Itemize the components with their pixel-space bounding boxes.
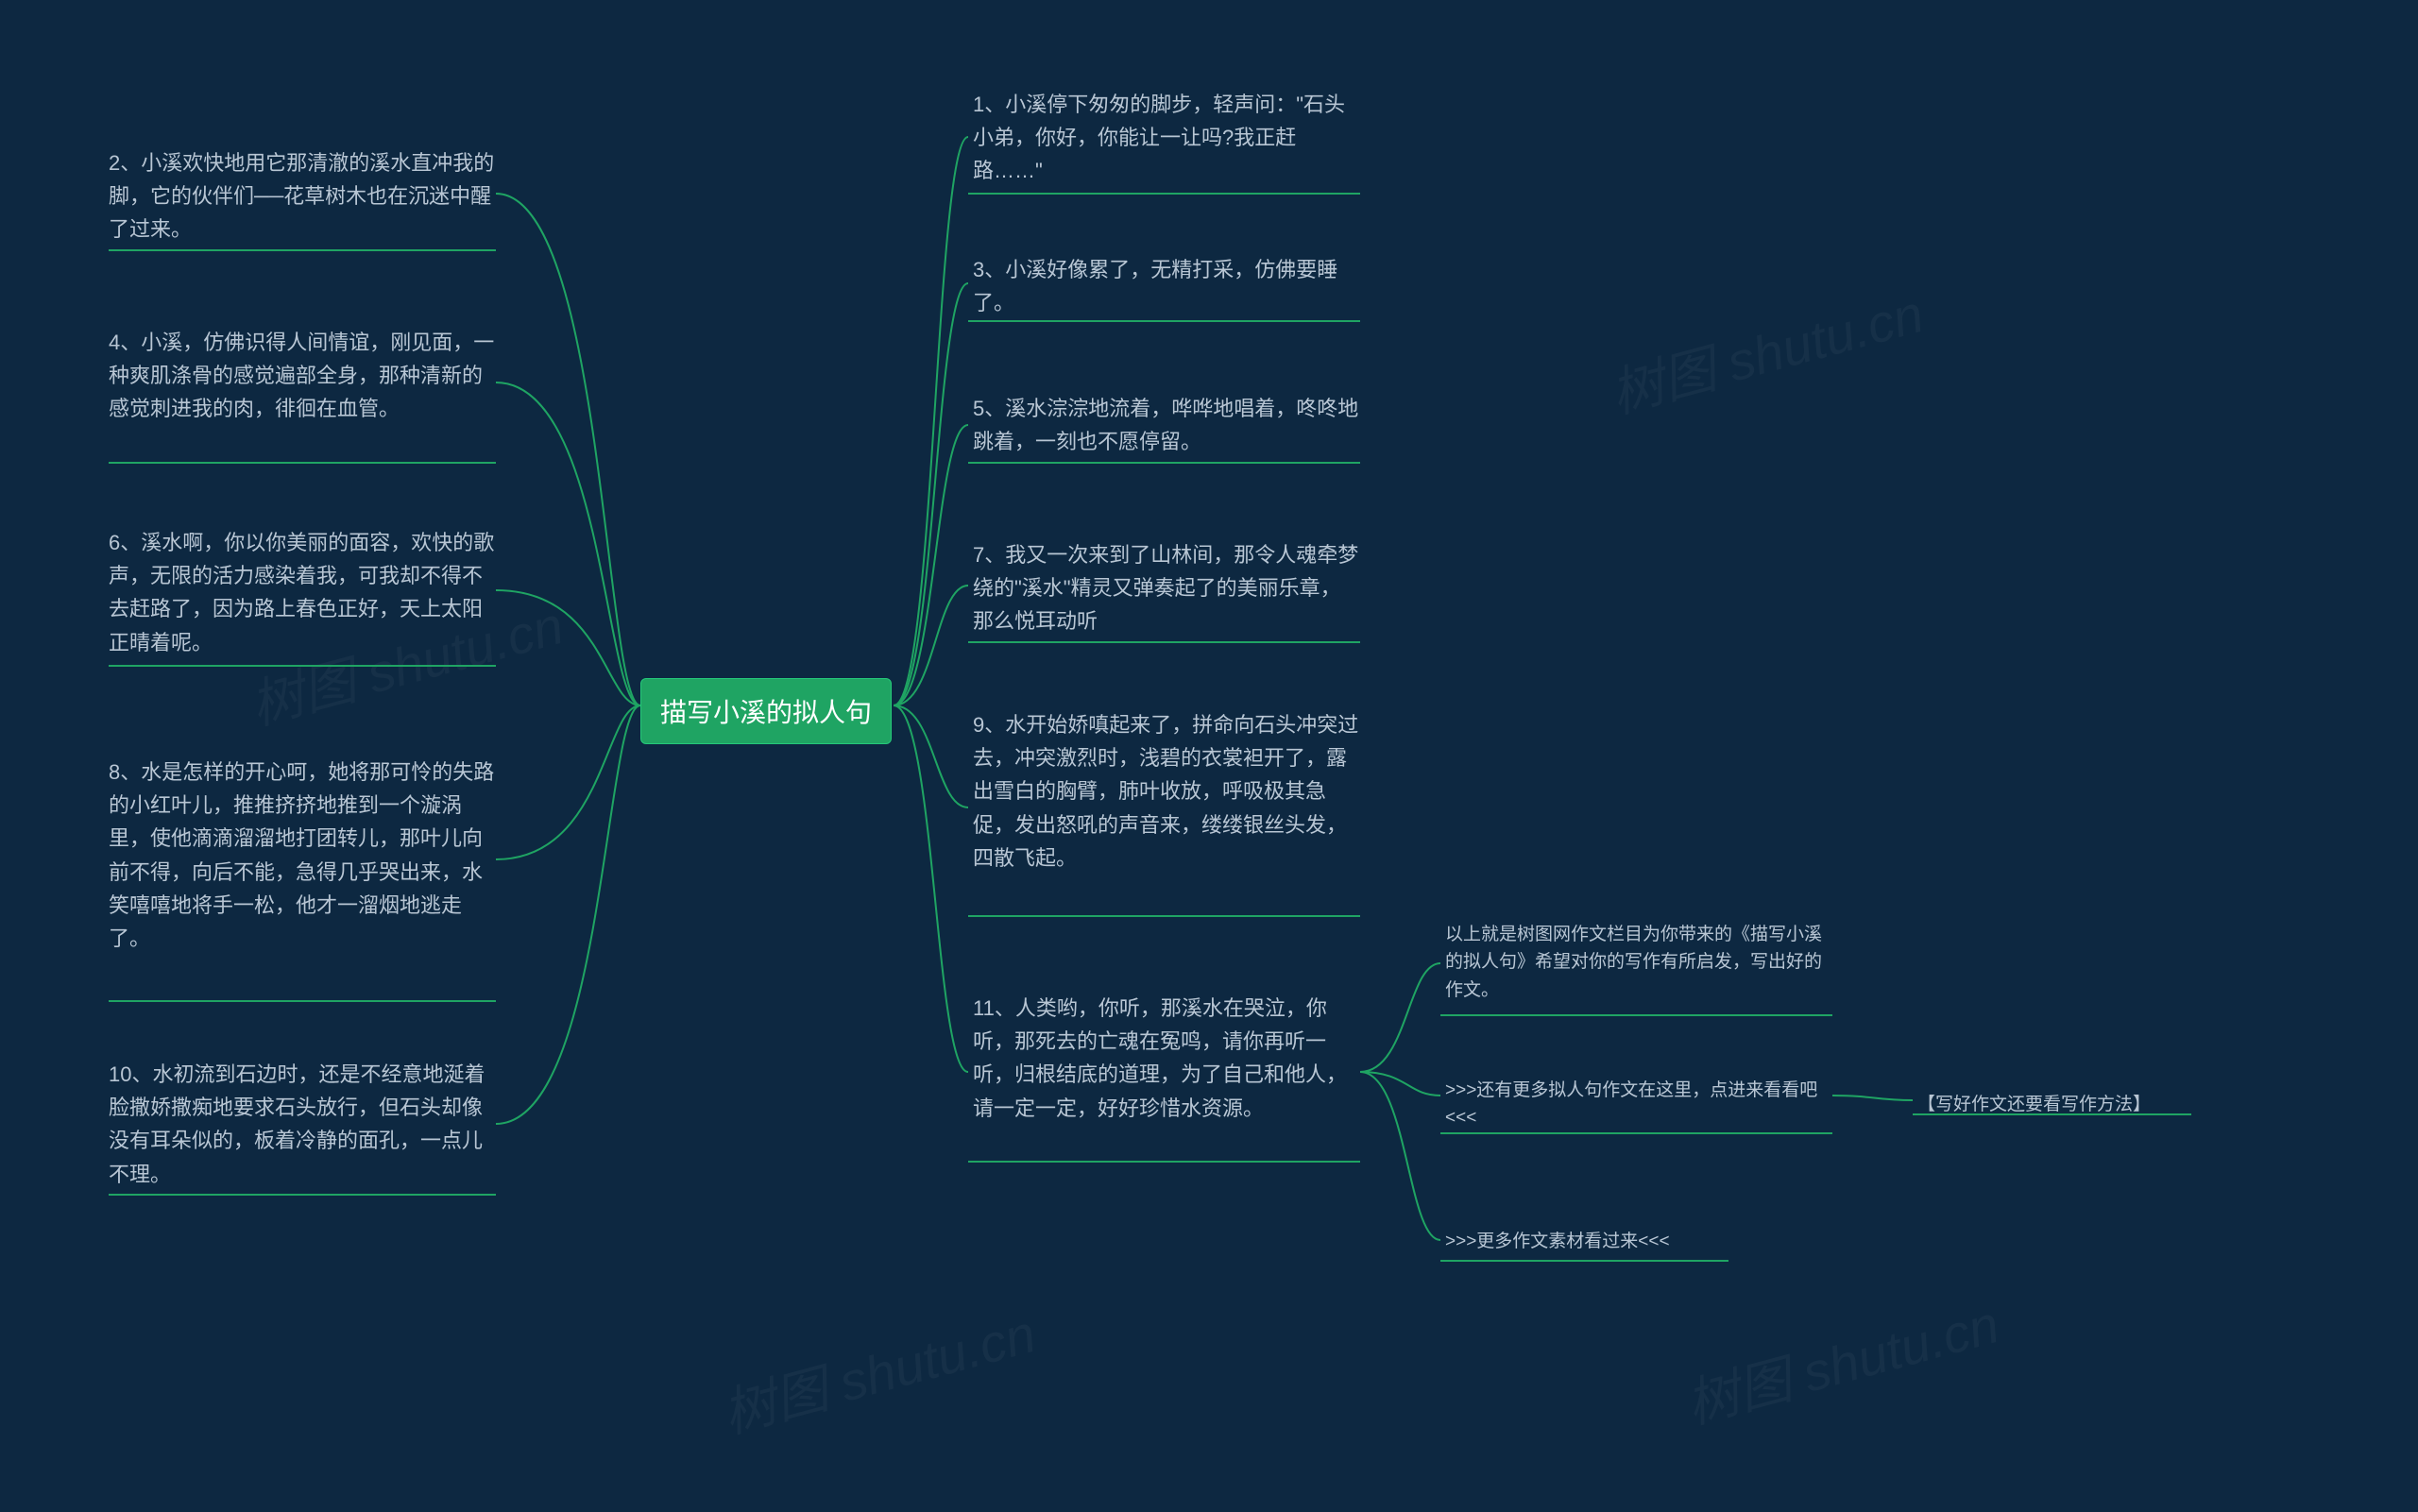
mindmap-right-node[interactable]: 5、溪水淙淙地流着，哗哗地唱着，咚咚地跳着，一刻也不愿停留。 bbox=[973, 392, 1360, 458]
watermark: 树图 shutu.cn bbox=[1601, 271, 1931, 428]
mindmap-leaf-node[interactable]: 【写好作文还要看写作方法】 bbox=[1917, 1091, 2151, 1118]
mindmap-left-node[interactable]: 4、小溪，仿佛识得人间情谊，刚见面，一种爽肌涤骨的感觉遍部全身，那种清新的感觉刺… bbox=[109, 326, 496, 426]
mindmap-center-node[interactable]: 描写小溪的拟人句 bbox=[640, 678, 892, 744]
mindmap-left-node[interactable]: 2、小溪欢快地用它那清澈的溪水直冲我的脚，它的伙伴们──花草树木也在沉迷中醒了过… bbox=[109, 146, 496, 246]
mindmap-right-node[interactable]: 1、小溪停下匆匆的脚步，轻声问："石头小弟，你好，你能让一让吗?我正赶路……" bbox=[973, 88, 1360, 188]
mindmap-sub-node[interactable]: >>>还有更多拟人句作文在这里，点进来看看吧<<< bbox=[1445, 1077, 1832, 1132]
mindmap-right-node[interactable]: 3、小溪好像累了，无精打采，仿佛要睡了。 bbox=[973, 253, 1360, 319]
mindmap-sub-node[interactable]: >>>更多作文素材看过来<<< bbox=[1445, 1228, 1670, 1255]
mindmap-right-node[interactable]: 7、我又一次来到了山林间，那令人魂牵梦绕的"溪水"精灵又弹奏起了的美丽乐章，那么… bbox=[973, 538, 1360, 638]
mindmap-right-node[interactable]: 11、人类哟，你听，那溪水在哭泣，你听，那死去的亡魂在冤鸣，请你再听一听，归根结… bbox=[973, 992, 1360, 1125]
watermark: 树图 shutu.cn bbox=[713, 1291, 1043, 1448]
watermark: 树图 shutu.cn bbox=[1677, 1282, 2006, 1438]
mindmap-sub-node[interactable]: 以上就是树图网作文栏目为你带来的《描写小溪的拟人句》希望对你的写作有所启发，写出… bbox=[1445, 921, 1832, 1004]
mindmap-left-node[interactable]: 6、溪水啊，你以你美丽的面容，欢快的歌声，无限的活力感染着我，可我却不得不去赶路… bbox=[109, 526, 496, 659]
mindmap-right-node[interactable]: 9、水开始娇嗔起来了，拼命向石头冲突过去，冲突激烈时，浅碧的衣裳袒开了，露出雪白… bbox=[973, 708, 1360, 875]
mindmap-left-node[interactable]: 8、水是怎样的开心呵，她将那可怜的失路的小红叶儿，推推挤挤地推到一个漩涡里，使他… bbox=[109, 756, 496, 955]
mindmap-left-node[interactable]: 10、水初流到石边时，还是不经意地涎着脸撒娇撒痴地要求石头放行，但石头却像没有耳… bbox=[109, 1058, 496, 1191]
